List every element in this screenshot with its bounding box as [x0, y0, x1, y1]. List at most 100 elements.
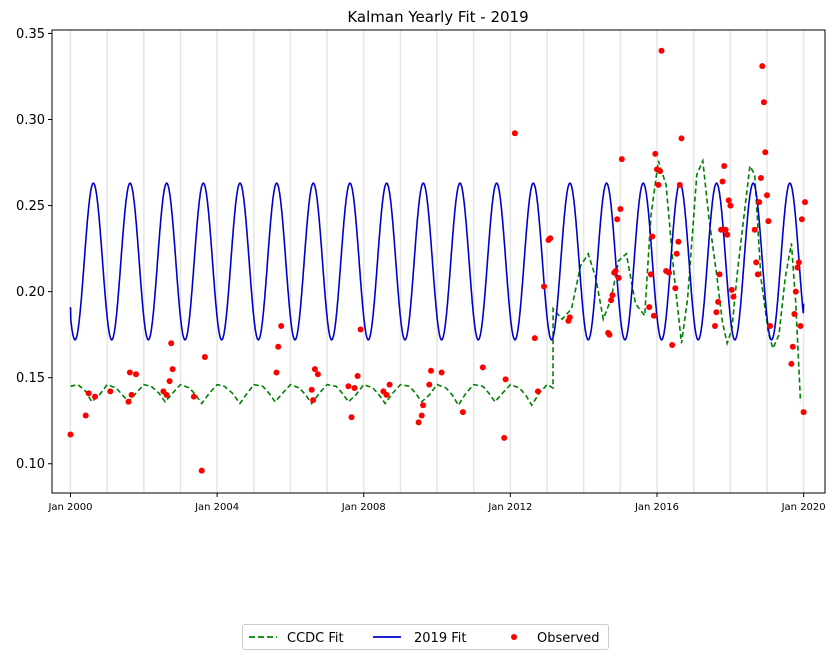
observed-point: [727, 202, 734, 209]
observed-point: [534, 388, 541, 395]
observed-point: [800, 409, 807, 416]
observed-point: [649, 233, 656, 240]
observed-point: [415, 419, 422, 426]
observed-point: [719, 178, 726, 185]
observed-point: [658, 47, 665, 54]
observed-point: [541, 283, 547, 290]
observed-point: [655, 181, 662, 188]
x-tick-label: Jan 2016: [634, 502, 679, 513]
legend: CCDC Fit 2019 Fit Observed: [242, 624, 609, 650]
observed-point: [163, 391, 170, 398]
observed-point: [722, 226, 729, 233]
observed-point: [511, 130, 518, 137]
observed-point: [168, 340, 175, 347]
observed-point: [169, 366, 176, 373]
observed-point: [754, 271, 761, 278]
observed-point: [438, 369, 445, 376]
observed-point: [92, 393, 98, 400]
year-gridlines: [69, 30, 805, 493]
observed-point: [762, 149, 769, 156]
observed-point: [792, 288, 799, 295]
observed-point: [789, 343, 796, 350]
observed-point: [730, 293, 737, 300]
y-tick-label: 0.15: [16, 371, 45, 386]
observed-point: [713, 309, 720, 316]
observed-point: [728, 286, 735, 293]
observed-point: [725, 197, 732, 204]
y-tick-label: 0.25: [16, 199, 45, 214]
x-tick-label: Jan 2008: [341, 502, 386, 513]
x-axis: Jan 2000 Jan 2004 Jan 2008 Jan 2012 Jan 2016…: [47, 493, 826, 513]
observed-point: [166, 378, 173, 385]
observed-point: [420, 402, 427, 409]
y-tick-label: 0.35: [16, 27, 45, 42]
observed-point: [797, 323, 804, 329]
observed-point: [650, 312, 657, 319]
y-tick-label: 0.20: [16, 285, 45, 300]
x-tick-label: Jan 2020: [781, 502, 826, 513]
observed-point: [275, 343, 282, 350]
observed-point: [345, 383, 352, 390]
observed-point: [418, 412, 425, 419]
observed-point: [751, 226, 758, 233]
observed-point: [715, 298, 722, 305]
observed-point: [798, 216, 805, 223]
observed-point: [712, 323, 718, 329]
observed-point: [107, 388, 114, 395]
observed-point: [531, 335, 538, 342]
observed-point: [608, 297, 615, 304]
observed-point: [459, 409, 466, 416]
observed-point: [672, 285, 679, 292]
observed-point: [721, 163, 728, 169]
observed-point: [190, 393, 197, 400]
observed-point: [724, 231, 731, 238]
observed-point: [657, 168, 664, 175]
x-tick-label: Jan 2004: [194, 502, 239, 513]
observed-point: [201, 354, 208, 360]
observed-point: [311, 366, 318, 373]
legend-label-ccdc: CCDC Fit: [287, 631, 344, 646]
observed-point: [606, 331, 613, 338]
observed-point: [669, 342, 676, 348]
observed-point: [764, 192, 770, 199]
legend-swatch-observed: [511, 634, 517, 640]
observed-point: [788, 360, 795, 367]
observed-point: [716, 271, 723, 278]
observed-point: [652, 150, 659, 157]
observed-point: [617, 206, 624, 212]
observed-point: [273, 369, 280, 376]
observed-point: [765, 218, 772, 225]
observed-point: [82, 412, 89, 419]
observed-point: [479, 364, 486, 371]
observed-point: [612, 268, 619, 274]
observed-point: [383, 391, 390, 398]
observed-point: [198, 467, 205, 474]
observed-point: [310, 397, 317, 404]
observed-point: [767, 323, 774, 329]
observed-point: [348, 414, 355, 421]
plot-frame: [51, 29, 826, 494]
observed-point: [386, 381, 393, 388]
observed-point: [308, 386, 315, 393]
observed-point: [609, 292, 616, 299]
observed-point: [718, 226, 725, 233]
observed-point: [802, 199, 808, 206]
observed-point: [125, 398, 132, 405]
observed-point: [647, 271, 654, 278]
observed-point: [566, 314, 573, 321]
observed-point: [357, 326, 364, 333]
y-tick-label: 0.30: [16, 113, 45, 128]
observed-point: [794, 264, 801, 271]
observed-point: [426, 381, 433, 388]
observed-point: [675, 238, 682, 245]
observed-point: [795, 259, 802, 266]
observed-point: [791, 311, 798, 317]
observed-point: [428, 367, 434, 374]
observed-point: [615, 274, 622, 281]
x-tick-label: Jan 2012: [487, 502, 532, 513]
observed-point: [753, 259, 760, 266]
observed-point: [618, 156, 625, 163]
observed-point: [354, 373, 361, 379]
observed-point: [85, 390, 92, 397]
